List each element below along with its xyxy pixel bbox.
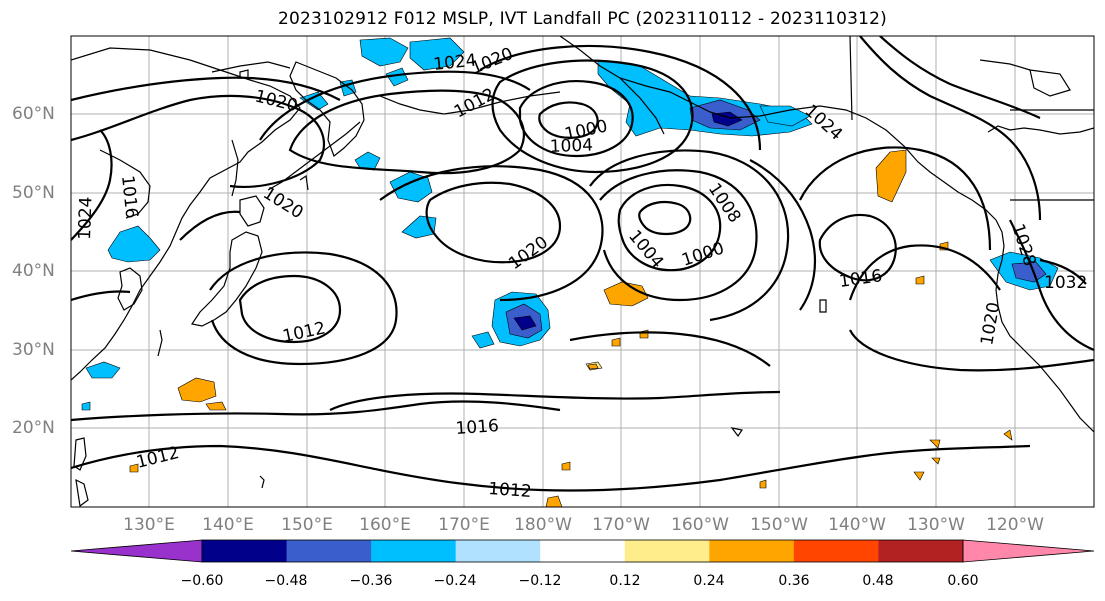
map-title: 2023102912 F012 MSLP, IVT Landfall PC (2…: [278, 9, 887, 29]
colorbar-tick: 0.60: [947, 573, 979, 589]
lat-label: 40°N: [12, 261, 55, 281]
contour-label: 1012: [134, 443, 181, 473]
contour-label: 1000: [679, 238, 726, 270]
lon-label: 150°E: [281, 515, 333, 535]
lon-label: 150°W: [750, 515, 808, 535]
colorbar-segment: [793, 540, 879, 562]
colorbar-segment: [624, 540, 710, 562]
colorbar-segment: [878, 540, 964, 562]
colorbar-segment: [709, 540, 795, 562]
lon-label: 120°W: [986, 515, 1044, 535]
colorbar-segment: [202, 540, 288, 562]
lat-label: 50°N: [12, 183, 55, 203]
colorbar-tick: −0.36: [349, 573, 393, 589]
colorbar: [70, 539, 1095, 563]
colorbar-tick: −0.12: [518, 573, 562, 589]
lat-label: 30°N: [12, 340, 55, 360]
colorbar-tick: 0.12: [609, 573, 641, 589]
contour-label: 1016: [117, 174, 141, 219]
lon-label: 140°E: [202, 515, 254, 535]
lon-label: 160°E: [359, 515, 411, 535]
lon-label: 130°E: [123, 515, 175, 535]
lon-label: 130°W: [907, 515, 965, 535]
contour-label: 1012: [281, 318, 327, 347]
lat-label: 20°N: [12, 418, 55, 438]
lon-label: 160°W: [671, 515, 729, 535]
contour-label: 1016: [838, 266, 884, 292]
contour-label: 1020: [977, 301, 1004, 347]
lat-label: 60°N: [12, 104, 55, 124]
lon-label: 170°E: [438, 515, 490, 535]
colorbar-extend-left: [70, 539, 203, 563]
colorbar-tick: 0.24: [693, 573, 725, 589]
contour-label: 1032: [1044, 273, 1087, 293]
gridlines: [71, 36, 1094, 507]
colorbar-segment: [540, 540, 626, 562]
colorbar-extend-right: [962, 539, 1095, 563]
contour-label: 1020: [259, 183, 306, 223]
map-frame: [70, 35, 1095, 508]
lon-label: 170°W: [592, 515, 650, 535]
mslp-contours: [71, 36, 1094, 492]
contour-label: 1012: [488, 479, 533, 502]
contour-label: 1020: [505, 232, 552, 274]
colorbar-tick: −0.60: [180, 573, 224, 589]
contour-label: 1016: [455, 416, 500, 439]
colorbar-segment: [455, 540, 541, 562]
contour-label: 1024: [432, 51, 477, 75]
colorbar-tick: 0.48: [862, 573, 894, 589]
colorbar-tick: 0.36: [778, 573, 810, 589]
colorbar-tick: −0.48: [264, 573, 308, 589]
contour-label: 1024: [75, 196, 96, 240]
colorbar-segment: [286, 540, 372, 562]
lon-label: 180°W: [514, 515, 572, 535]
lon-label: 140°W: [828, 515, 886, 535]
contour-label: 1020: [253, 86, 300, 116]
colorbar-tick: −0.24: [433, 573, 477, 589]
contour-label: 1008: [704, 180, 745, 227]
ivt-positive-shading: [129, 149, 1013, 507]
colorbar-segment: [371, 540, 457, 562]
contour-label: 1020: [468, 44, 516, 79]
contour-label: 1004: [549, 135, 593, 156]
